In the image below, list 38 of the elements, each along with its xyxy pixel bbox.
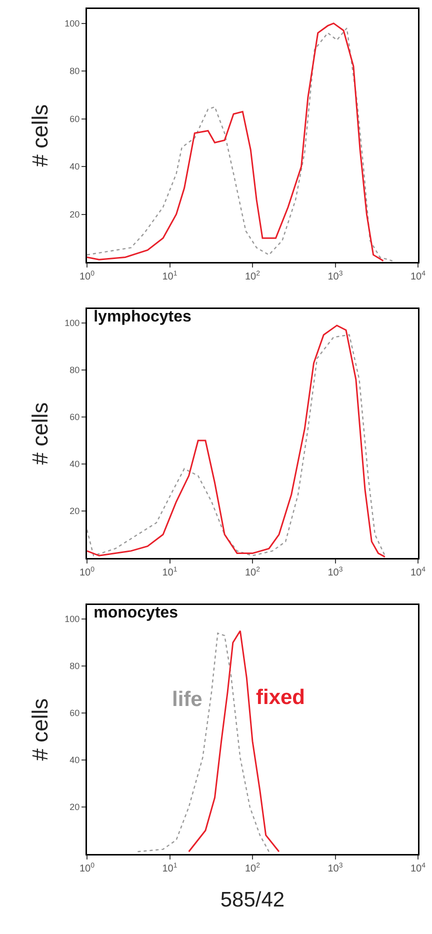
y-tick-label: 100 xyxy=(64,318,80,328)
y-tick-label: 80 xyxy=(70,661,80,672)
x-tick-label: 10$^{0}$ xyxy=(79,270,95,282)
x-tick-label: 10$^{4}$ xyxy=(410,270,426,282)
y-tick-label: 40 xyxy=(70,755,80,766)
x-tick-label: 10$^{0}$ xyxy=(79,566,95,578)
chart-title: monocytes xyxy=(94,604,178,622)
y-tick-label: 20 xyxy=(70,802,80,812)
x-tick-label: 10$^{3}$ xyxy=(328,270,343,282)
x-tick-label: 10$^{2}$ xyxy=(244,862,260,874)
y-tick-label: 80 xyxy=(70,66,80,76)
y-tick-label: 20 xyxy=(70,506,80,516)
y-tick-label: 60 xyxy=(70,114,80,124)
x-tick-label: 10$^{4}$ xyxy=(410,566,426,578)
x-tick-label: 10$^{0}$ xyxy=(79,862,95,874)
x-tick-label: 10$^{2}$ xyxy=(244,270,260,282)
x-axis-title: 585/42 xyxy=(220,888,285,912)
x-tick-label: 10$^{1}$ xyxy=(162,566,178,578)
y-tick-label: 20 xyxy=(70,209,80,220)
x-tick-label: 10$^{1}$ xyxy=(162,270,178,282)
y-axis-title: # cells xyxy=(28,402,53,465)
chart-title: lymphocytes xyxy=(94,308,192,326)
y-tick-label: 60 xyxy=(70,708,80,718)
y-tick-label: 40 xyxy=(70,162,80,172)
series-label: life xyxy=(172,688,202,711)
y-tick-label: 40 xyxy=(70,459,80,470)
y-tick-label: 80 xyxy=(70,365,80,376)
x-tick-label: 10$^{1}$ xyxy=(162,862,178,874)
y-tick-label: 100 xyxy=(64,614,80,624)
x-tick-label: 10$^{4}$ xyxy=(410,862,426,874)
y-tick-label: 100 xyxy=(64,18,80,28)
x-tick-label: 10$^{3}$ xyxy=(328,566,343,578)
x-tick-label: 10$^{3}$ xyxy=(328,862,343,874)
y-axis-title: # cells xyxy=(28,698,53,761)
y-tick-label: 60 xyxy=(70,412,80,422)
x-tick-label: 10$^{2}$ xyxy=(244,566,260,578)
y-axis-title: # cells xyxy=(28,104,53,167)
series-label: fixed xyxy=(256,686,306,709)
